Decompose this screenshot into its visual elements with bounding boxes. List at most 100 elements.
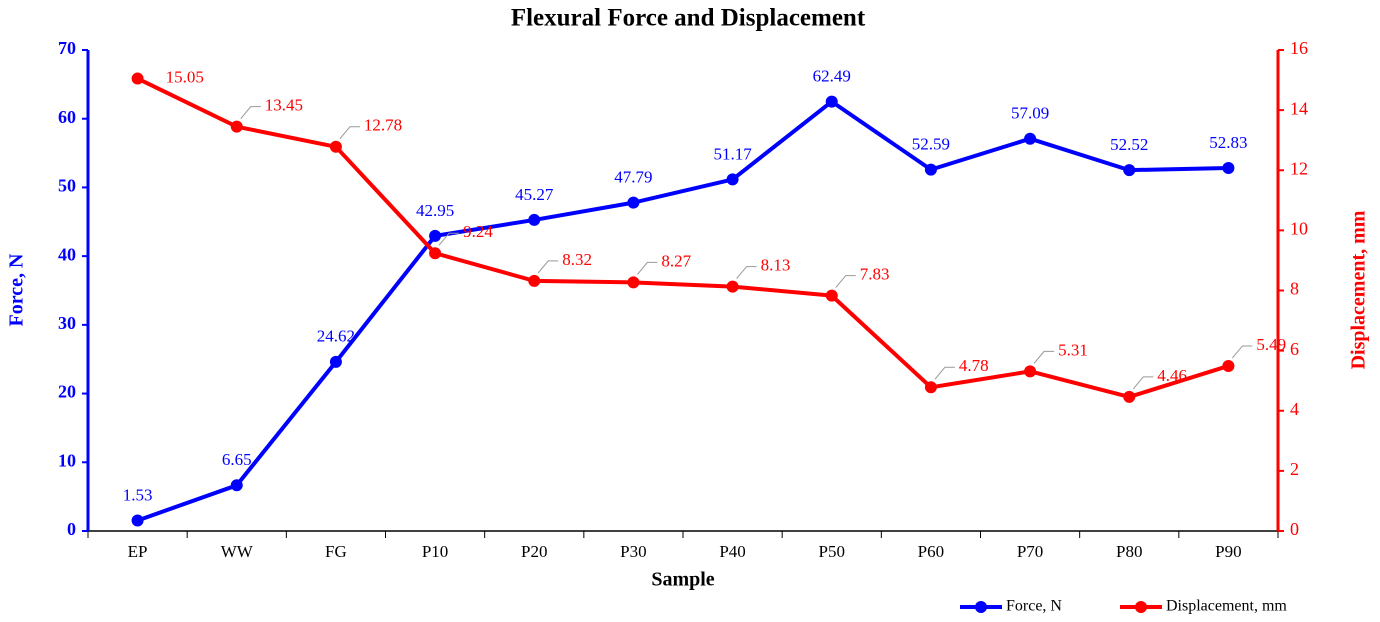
x-tick-label: WW (221, 542, 254, 561)
x-tick-label: P30 (620, 542, 646, 561)
data-point (1024, 365, 1037, 378)
data-label: 15.05 (166, 67, 204, 86)
y2-tick-label: 10 (1290, 219, 1308, 239)
data-point (230, 479, 243, 492)
y2-tick-label: 12 (1290, 158, 1308, 178)
data-point (1222, 161, 1235, 174)
label-leader (1132, 376, 1154, 390)
y-tick-label: 0 (67, 519, 76, 539)
data-label: 62.49 (813, 67, 851, 86)
data-label: 47.79 (614, 168, 652, 187)
y-tick-label: 20 (58, 382, 76, 402)
data-point (131, 514, 144, 527)
label-leader (339, 126, 360, 140)
x-tick-label: EP (128, 542, 148, 561)
data-point (1222, 359, 1235, 372)
data-point (429, 247, 442, 260)
data-label: 51.17 (713, 144, 752, 163)
data-label: 5.31 (1058, 340, 1088, 359)
legend-marker (1135, 601, 1147, 613)
y2-tick-label: 0 (1290, 519, 1299, 539)
legend-label: Displacement, mm (1166, 598, 1287, 615)
data-point (131, 72, 144, 85)
data-point (1024, 132, 1037, 145)
x-tick-label: P40 (719, 542, 745, 561)
data-label: 4.78 (959, 356, 989, 375)
y-tick-label: 60 (58, 107, 76, 127)
x-tick-label: P90 (1215, 542, 1241, 561)
y2-axis-title: Displacement, mm (1348, 210, 1370, 369)
data-point (1123, 390, 1136, 403)
data-point (329, 140, 342, 153)
y-tick-label: 10 (58, 450, 76, 470)
data-point (1123, 164, 1136, 177)
data-point (528, 274, 541, 287)
data-point (627, 276, 640, 289)
x-tick-label: P10 (422, 542, 448, 561)
data-point (726, 280, 739, 293)
x-tick-label: P50 (819, 542, 845, 561)
y2-tick-label: 2 (1290, 459, 1299, 479)
y2-tick-label: 14 (1290, 98, 1308, 118)
data-label: 5.49 (1256, 335, 1286, 354)
data-point (825, 289, 838, 302)
data-label: 52.52 (1110, 135, 1148, 154)
label-leader (438, 232, 460, 246)
data-label: 13.45 (265, 96, 303, 115)
series-line (136, 99, 1229, 523)
data-point (924, 163, 937, 176)
chart-title: Flexural Force and Displacement (511, 5, 866, 32)
data-point (825, 95, 838, 108)
label-leader (835, 275, 856, 288)
x-tick-label: P80 (1116, 542, 1142, 561)
y2-tick-label: 8 (1290, 279, 1299, 299)
data-label: 52.83 (1209, 133, 1247, 152)
data-label: 24.62 (317, 327, 355, 346)
y-axis-title: Force, N (6, 253, 28, 326)
data-label: 8.27 (661, 251, 691, 270)
x-tick-label: P60 (918, 542, 944, 561)
y-tick-label: 70 (58, 38, 76, 58)
data-label: 7.83 (860, 265, 890, 284)
y2-tick-label: 6 (1290, 339, 1299, 359)
data-label: 8.13 (761, 255, 791, 274)
label-leader (240, 106, 261, 119)
label-leader (637, 261, 658, 275)
y2-tick-label: 4 (1290, 399, 1299, 419)
data-label: 42.95 (416, 201, 454, 220)
y-tick-label: 50 (58, 176, 76, 196)
legend-label: Force, N (1006, 598, 1062, 615)
data-label: 12.78 (364, 116, 402, 135)
data-label: 1.53 (123, 485, 153, 504)
y-tick-label: 30 (58, 313, 76, 333)
label-leader (934, 366, 955, 380)
y2-tick-label: 16 (1290, 38, 1308, 58)
x-tick-label: P70 (1017, 542, 1043, 561)
data-label: 57.09 (1011, 104, 1049, 123)
x-tick-label: FG (325, 542, 347, 561)
data-label: 45.27 (515, 185, 554, 204)
series-line (136, 76, 1230, 399)
data-point (627, 196, 640, 209)
data-label: 52.59 (912, 135, 950, 154)
data-label: 9.24 (463, 222, 493, 241)
data-point (230, 120, 243, 133)
data-point (924, 381, 937, 394)
data-point (329, 355, 342, 368)
label-leader (736, 266, 757, 279)
data-point (726, 173, 739, 186)
data-label: 8.32 (562, 250, 592, 269)
label-leader (537, 260, 559, 274)
label-leader (1232, 345, 1253, 359)
legend-marker (975, 601, 987, 613)
y-tick-label: 40 (58, 244, 76, 264)
x-axis-title: Sample (651, 569, 714, 591)
data-label: 4.46 (1157, 366, 1187, 385)
x-tick-label: P20 (521, 542, 547, 561)
data-point (528, 213, 541, 226)
label-leader (1033, 350, 1055, 364)
data-label: 6.65 (222, 450, 252, 469)
data-point (429, 229, 442, 242)
